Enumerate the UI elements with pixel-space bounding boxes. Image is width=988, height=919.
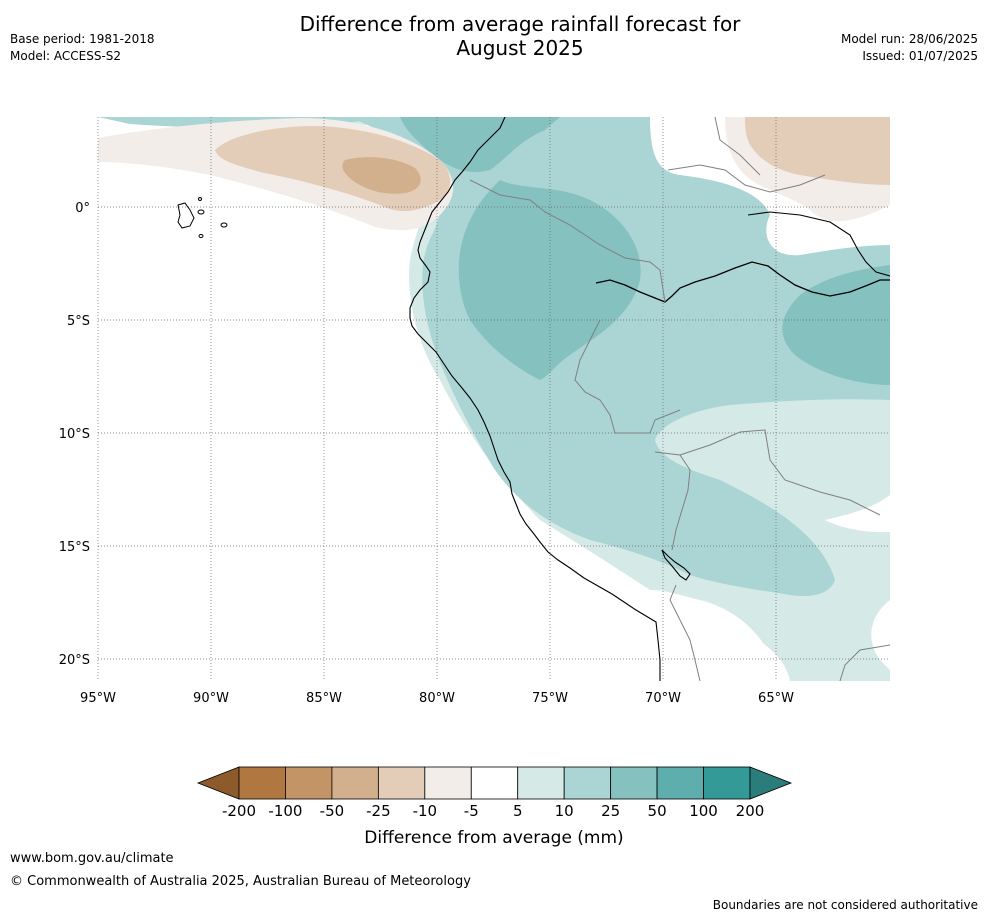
border-chile-bolivia <box>669 584 701 681</box>
colorbar-cells <box>196 766 793 800</box>
colorbar-tick-label: 100 <box>689 802 718 820</box>
coastline-south-america-west <box>409 117 661 681</box>
border-peru-brazil <box>574 319 681 434</box>
latitude-tick-label: 10°S <box>59 427 90 442</box>
anomaly-region-dry-25-50 <box>342 157 421 194</box>
coastline-lake-titicaca <box>661 549 691 581</box>
colorbar-cell <box>703 766 751 800</box>
graticule <box>97 117 890 681</box>
longitude-tick-label: 90°W <box>193 691 229 706</box>
latitude-tick-label: 15°S <box>59 540 90 555</box>
colorbar-tick-label: -10 <box>413 802 438 820</box>
coastlines <box>409 117 890 681</box>
border-colombia-ecuador-peru <box>469 179 666 303</box>
map-title: Difference from average rainfall forecas… <box>220 12 820 60</box>
anomaly-region-neutral-south-central <box>640 590 790 681</box>
colorbar-tick-label: 5 <box>513 802 523 820</box>
colorbar-tick-labels: -200 -100 -50 -25 -10 -5 5 10 25 50 100 200 <box>222 802 764 820</box>
colorbar-tick-label: 10 <box>555 802 574 820</box>
colorbar-tick-label: 50 <box>648 802 667 820</box>
metadata-left: Base period: 1981-2018 Model: ACCESS-S2 <box>10 31 155 65</box>
longitude-tick-label: 65°W <box>758 691 794 706</box>
longitude-tick-label: 95°W <box>80 691 116 706</box>
model-name: Model: ACCESS-S2 <box>10 49 122 63</box>
longitude-tick-label: 80°W <box>419 691 455 706</box>
longitude-tick-label: 75°W <box>532 691 568 706</box>
map-panel <box>97 117 890 681</box>
title-line-1: Difference from average rainfall forecas… <box>299 12 741 36</box>
model-run: Model run: 28/06/2025 <box>840 32 978 46</box>
colorbar-tick-label: -100 <box>268 802 302 820</box>
colorbar-cell <box>563 766 612 800</box>
anomaly-region-25-50-north <box>400 117 560 172</box>
colorbar-cell <box>517 766 565 800</box>
colorbar-tick-label: -50 <box>320 802 345 820</box>
coastline-caribbean-north <box>747 211 890 277</box>
galapagos-san-cristobal <box>220 222 228 228</box>
colorbar-cell <box>470 766 519 800</box>
galapagos-islands <box>177 197 228 238</box>
colorbar-cell <box>610 766 658 800</box>
longitude-tick-label: 70°W <box>645 691 681 706</box>
border-venezuela <box>667 164 826 193</box>
colorbar-extend-high <box>749 766 793 800</box>
border-guyana <box>714 117 761 176</box>
latitude-labels: 0° 5°S 10°S 15°S 20°S <box>59 201 90 668</box>
footer-note: Boundaries are not considered authoritat… <box>712 898 978 912</box>
anomaly-region-dry-northeast-core <box>745 117 890 185</box>
country-borders <box>469 117 890 681</box>
colorbar-extend-low <box>196 766 240 800</box>
title-line-2: August 2025 <box>456 36 584 60</box>
colorbar-tick-label: -200 <box>222 802 256 820</box>
border-bolivia-brazil <box>679 429 881 516</box>
colorbar-cell <box>424 766 472 800</box>
rainfall-anomaly-fill <box>98 117 890 681</box>
colorbar-cell <box>285 766 333 800</box>
colorbar-cell <box>656 766 704 800</box>
footer-copyright: © Commonwealth of Australia 2025, Austra… <box>10 874 471 889</box>
anomaly-region-25-50-east <box>782 265 890 385</box>
galapagos-genovesa <box>198 197 202 201</box>
latitude-tick-label: 0° <box>75 201 90 216</box>
coastline-amazon-river <box>595 261 890 303</box>
colorbar-cell <box>377 766 426 800</box>
anomaly-region-neutral-south <box>871 600 890 670</box>
metadata-right: Model run: 28/06/2025 Issued: 01/07/2025 <box>841 31 978 65</box>
colorbar-tick-label: -25 <box>366 802 391 820</box>
anomaly-region-neutral-southeast <box>825 495 890 533</box>
longitude-labels: 95°W 90°W 85°W 80°W 75°W 70°W 65°W <box>80 691 794 706</box>
base-period: Base period: 1981-2018 <box>10 32 155 46</box>
border-south-east <box>839 644 890 681</box>
colorbar-tick-label: 200 <box>736 802 765 820</box>
colorbar-cell <box>331 766 379 800</box>
galapagos-santa-cruz <box>197 209 205 215</box>
issued-date: Issued: 01/07/2025 <box>862 49 978 63</box>
latitude-tick-label: 5°S <box>67 314 90 329</box>
colorbar-label: Difference from average (mm) <box>364 828 623 848</box>
galapagos-espanola <box>198 234 204 238</box>
colorbar-tick-label: 25 <box>601 802 620 820</box>
colorbar-cell <box>238 766 286 800</box>
longitude-tick-label: 85°W <box>306 691 342 706</box>
colorbar-tick-label: -5 <box>464 802 479 820</box>
colorbar: -200 -100 -50 -25 -10 -5 5 10 25 50 100 200 Differe… <box>196 766 793 848</box>
galapagos-isabela <box>177 202 195 229</box>
footer-url[interactable]: www.bom.gov.au/climate <box>10 851 174 866</box>
latitude-tick-label: 20°S <box>59 653 90 668</box>
